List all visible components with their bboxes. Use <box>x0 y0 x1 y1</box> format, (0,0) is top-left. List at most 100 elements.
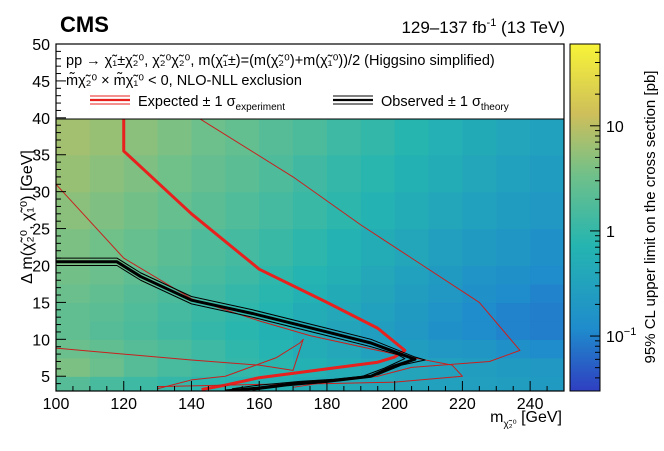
heatmap-cell <box>326 154 362 193</box>
contour-expected <box>122 117 407 391</box>
x-axis: 100 120 140 160 180 200 220 240 <box>43 381 565 413</box>
heatmap-cell <box>530 154 564 193</box>
y-tick-label: 10 <box>32 332 50 349</box>
heatmap-cell <box>259 117 294 156</box>
x-tick-label: 100 <box>43 396 70 413</box>
heatmap-cell <box>496 283 531 304</box>
heatmap-cell <box>89 191 125 230</box>
heatmap-cell <box>394 154 430 193</box>
heatmap-cell <box>496 357 531 377</box>
heatmap-cell <box>394 265 430 285</box>
x-tick-label: 160 <box>246 396 273 413</box>
heatmap-cell <box>530 376 564 391</box>
y-tick-label: 15 <box>32 295 50 312</box>
y-axis: 5 10 15 20 25 30 35 40 45 50 <box>32 37 66 386</box>
heatmap-cell <box>89 228 125 267</box>
x-tick-label: 220 <box>449 396 476 413</box>
heatmap-cell <box>326 228 362 267</box>
x-axis-title: mχ̃₂⁰ [GeV] <box>490 409 562 430</box>
x-tick-label: 200 <box>381 396 408 413</box>
heatmap-cell <box>293 228 328 267</box>
heatmap-cell <box>56 320 91 340</box>
heatmap-cell <box>56 265 91 285</box>
heatmap-cell <box>496 302 531 322</box>
heatmap-cell <box>157 228 193 267</box>
heatmap-cell <box>225 154 260 193</box>
heatmap-cell <box>191 357 226 377</box>
heatmap-cell <box>462 376 497 391</box>
heatmap-cell <box>89 357 125 377</box>
heatmap-cell <box>191 117 226 156</box>
color-bar-axis: 10 1 10−1 <box>590 51 636 379</box>
heatmap-cell <box>123 357 159 377</box>
heatmap-cell <box>394 117 430 156</box>
heatmap-cell <box>530 191 564 230</box>
heatmap-cell <box>394 302 430 322</box>
y-tick-label: 5 <box>41 369 50 386</box>
heatmap-cell <box>191 154 226 193</box>
heatmap-cell <box>89 265 125 285</box>
heatmap-cell <box>530 283 564 304</box>
z-tick-label: 10 <box>606 119 624 136</box>
heatmap-cell <box>56 302 91 322</box>
heatmap-cell <box>428 339 463 359</box>
heatmap-cell <box>462 265 497 285</box>
heatmap-cell <box>56 191 91 230</box>
heatmap-cell <box>496 265 531 285</box>
heatmap-cell <box>123 154 159 193</box>
heatmap-cell <box>225 320 260 340</box>
heatmap-cell <box>123 376 159 391</box>
heatmap-cell <box>428 283 463 304</box>
heatmap-cell <box>259 283 294 304</box>
heatmap-cell <box>462 191 497 230</box>
heatmap-cell <box>462 117 497 156</box>
heatmap-cell <box>428 117 463 156</box>
heatmap-cell <box>428 154 463 193</box>
y-tick-label: 40 <box>32 111 50 128</box>
heatmap-cell <box>293 302 328 322</box>
y-tick-label: 25 <box>32 222 50 239</box>
heatmap-cell <box>496 376 531 391</box>
heatmap-cell <box>360 228 396 267</box>
heatmap-cell <box>360 265 396 285</box>
heatmap-cell <box>259 191 294 230</box>
legend-condition: m̃χ̃₂⁰ × m̃χ̃₁⁰ < 0, NLO-NLL exclusion <box>66 72 302 89</box>
heatmap-cell <box>123 320 159 340</box>
z-tick-label: 10−1 <box>606 326 636 346</box>
heatmap-cell <box>89 302 125 322</box>
legend-process: pp → χ̃₁±χ̃₂⁰, χ̃₂⁰χ̃₂⁰, m(χ̃₁±)=(m(χ̃₂⁰… <box>66 53 495 69</box>
heatmap-cell <box>462 154 497 193</box>
heatmap-cell <box>157 265 193 285</box>
heatmap-cell <box>462 228 497 267</box>
heatmap-cell <box>462 283 497 304</box>
legend-observed: Observed ± 1 σtheory <box>381 94 509 113</box>
y-tick-label: 35 <box>32 148 50 165</box>
heatmap-cell <box>293 265 328 285</box>
heatmap-cell <box>428 191 463 230</box>
heatmap-cell <box>530 228 564 267</box>
heatmap-cell <box>191 339 226 359</box>
heatmap-cell <box>360 376 396 391</box>
heatmap-cell <box>56 228 91 267</box>
heatmap-cell <box>326 265 362 285</box>
x-tick-label: 140 <box>178 396 205 413</box>
heatmap-cell <box>530 265 564 285</box>
heatmap-cell <box>530 357 564 377</box>
heatmap-cell <box>89 320 125 340</box>
heatmap-cell <box>394 228 430 267</box>
heatmap-cell <box>157 117 193 156</box>
heatmap-cell <box>225 357 260 377</box>
heatmap-cell <box>225 339 260 359</box>
heatmap-cell <box>123 117 159 156</box>
heatmap-cell <box>259 265 294 285</box>
heatmap-cell <box>428 228 463 267</box>
heatmap-cell <box>123 339 159 359</box>
heatmap-cell <box>360 302 396 322</box>
heatmap-cell <box>293 117 328 156</box>
heatmap-cell <box>191 265 226 285</box>
heatmap-cell <box>530 302 564 322</box>
heatmap-cell <box>89 154 125 193</box>
legend-expected: Expected ± 1 σexperiment <box>138 94 285 113</box>
heatmap-cell <box>428 320 463 340</box>
heatmap-cell <box>89 376 125 391</box>
